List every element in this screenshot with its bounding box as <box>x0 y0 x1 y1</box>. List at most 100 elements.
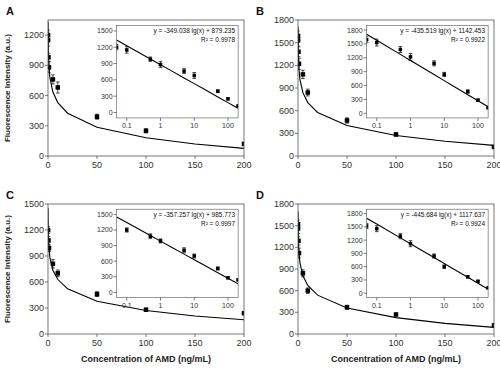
error-bar-cap <box>298 258 301 259</box>
error-bar-cap <box>56 276 60 277</box>
data-point <box>144 307 149 312</box>
y-tick <box>364 293 367 294</box>
x-tick-label: 150 <box>437 160 452 170</box>
y-tick-label: 0 <box>359 110 363 117</box>
error-bar-cap <box>432 60 436 61</box>
y-tick-label: 300 <box>29 303 44 313</box>
panel: 0501001502000300600900120015001800B0.111… <box>256 5 500 170</box>
x-tick-label: 50 <box>92 160 102 170</box>
x-tick <box>396 156 397 159</box>
error-bar <box>345 305 349 309</box>
data-point <box>149 234 153 238</box>
error-bar-cap <box>409 60 413 61</box>
error-bar <box>345 118 349 123</box>
x-tick <box>126 298 127 301</box>
data-point <box>476 98 480 102</box>
y-tick-label: 900 <box>279 83 294 93</box>
y-tick <box>114 63 117 64</box>
y-tick <box>295 65 298 66</box>
error-bar <box>399 46 403 52</box>
error-bar-cap <box>182 247 186 248</box>
y-tick <box>364 253 367 254</box>
y-tick-label: 1800 <box>274 199 294 209</box>
y-tick <box>45 95 48 96</box>
error-bar-cap <box>149 238 153 239</box>
x-tick <box>244 334 245 337</box>
error-bar-cap <box>192 78 196 79</box>
x-tick <box>48 334 49 337</box>
y-tick-label: 300 <box>279 128 294 138</box>
y-tick <box>114 276 117 277</box>
x-tick <box>146 334 147 337</box>
y-tick <box>364 213 367 214</box>
y-tick <box>295 204 298 205</box>
inset-frame <box>117 25 239 117</box>
inset-marks <box>367 34 489 109</box>
error-bar <box>125 47 129 54</box>
error-bar-cap <box>48 61 51 62</box>
y-tick <box>45 65 48 66</box>
x-tick <box>97 156 98 159</box>
data-point <box>409 242 413 246</box>
data-point <box>306 90 311 95</box>
x-tick-label: 200 <box>486 160 500 170</box>
data-point <box>144 129 149 134</box>
y-tick <box>364 85 367 86</box>
error-bar <box>301 70 305 78</box>
data-point <box>432 254 436 258</box>
y-tick-label: 1800 <box>347 210 363 217</box>
y-tick-label: 1200 <box>24 30 44 40</box>
x-tick-label: 200 <box>486 338 500 348</box>
x-tick <box>410 298 411 301</box>
annotation: R² = 0.9997 <box>201 220 236 227</box>
x-tick <box>227 118 228 121</box>
data-point <box>48 246 51 251</box>
error-bar-cap <box>399 52 403 53</box>
error-bar-cap <box>182 252 186 253</box>
y-tick-label: 600 <box>351 82 363 89</box>
x-tick-label: 100 <box>222 122 234 129</box>
x-tick <box>97 334 98 337</box>
x-tick-label: 100 <box>138 338 153 348</box>
data-point <box>375 227 379 231</box>
y-tick-label: 1500 <box>97 211 113 218</box>
error-bar <box>375 39 379 46</box>
inset-background <box>367 209 489 297</box>
error-bar <box>56 270 60 277</box>
y-tick <box>364 279 367 280</box>
error-bar <box>182 69 186 74</box>
error-bar-cap <box>399 238 403 239</box>
data-point <box>298 49 301 54</box>
y-tick-label: 0 <box>39 329 44 339</box>
error-bar-cap <box>375 46 379 47</box>
x-tick-label: 1 <box>409 122 413 129</box>
panel-title: D <box>256 189 264 201</box>
plot-marks <box>48 22 244 149</box>
error-bar-cap <box>48 244 51 245</box>
y-tick-label: 1800 <box>347 27 363 34</box>
error-bar-cap <box>409 246 413 247</box>
y-tick <box>295 334 298 335</box>
data-point <box>306 288 311 293</box>
plot-background <box>48 204 244 334</box>
error-bar-cap <box>56 93 60 94</box>
error-bar-cap <box>159 67 163 68</box>
x-axis-label: Concentration of AMD (ng/mL) <box>81 354 211 364</box>
chart: 05010015020003006009001200AFluorescence … <box>0 0 500 373</box>
error-bar-cap <box>301 78 305 79</box>
y-tick <box>45 230 48 231</box>
error-bar <box>432 254 436 258</box>
x-tick <box>347 334 348 337</box>
y-tick-label: 1200 <box>97 226 113 233</box>
error-bar-cap <box>409 53 413 54</box>
x-tick-label: 10 <box>190 302 198 309</box>
data-point <box>159 63 163 67</box>
y-tick-label: 900 <box>101 60 113 67</box>
y-tick-label: 300 <box>101 273 113 280</box>
inset-frame <box>367 25 489 117</box>
inset: 0.11101000300600900120015001800y = -435.… <box>347 25 490 128</box>
error-bar <box>432 61 436 66</box>
data-point <box>56 271 61 276</box>
y-tick <box>295 312 298 313</box>
data-point <box>375 41 379 45</box>
